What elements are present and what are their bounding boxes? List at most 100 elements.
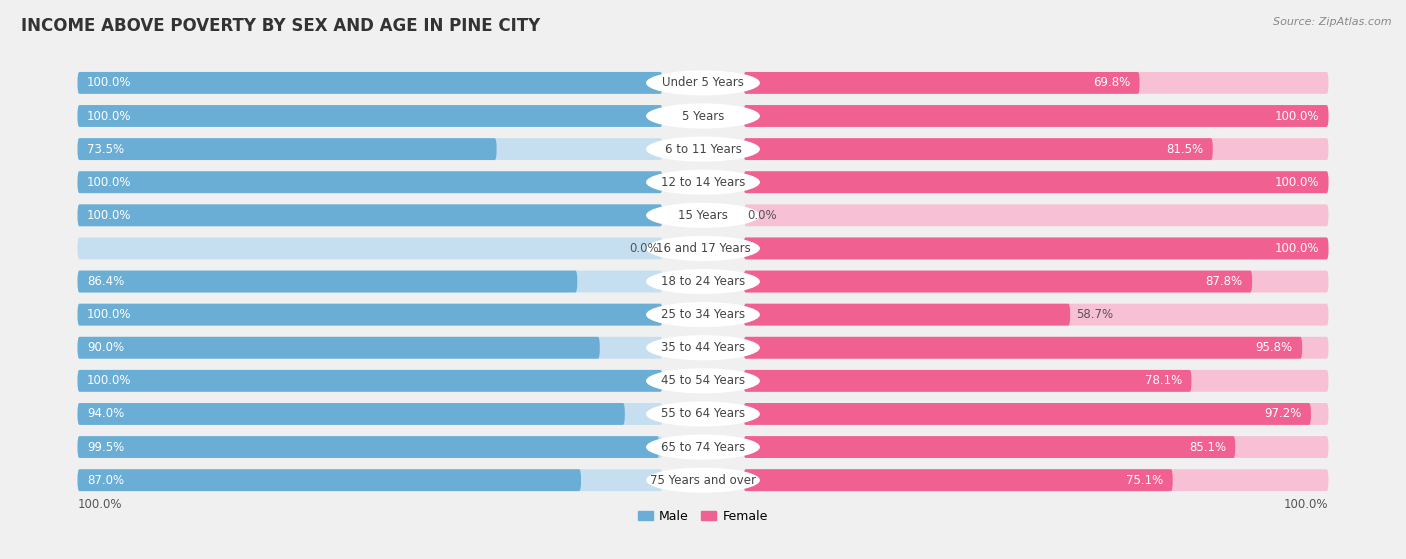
FancyBboxPatch shape [77,238,662,259]
Text: 73.5%: 73.5% [87,143,124,155]
Text: 78.1%: 78.1% [1144,375,1182,387]
Text: 87.0%: 87.0% [87,473,124,487]
Text: 100.0%: 100.0% [87,375,131,387]
Text: 100.0%: 100.0% [87,176,131,189]
FancyBboxPatch shape [77,469,662,491]
Text: 86.4%: 86.4% [87,275,124,288]
Ellipse shape [647,434,759,459]
Text: 0.0%: 0.0% [747,209,776,222]
Text: Source: ZipAtlas.com: Source: ZipAtlas.com [1274,17,1392,27]
Text: 25 to 34 Years: 25 to 34 Years [661,308,745,321]
FancyBboxPatch shape [744,304,1329,325]
Ellipse shape [647,368,759,394]
FancyBboxPatch shape [77,337,662,359]
FancyBboxPatch shape [744,271,1329,292]
Text: 100.0%: 100.0% [87,110,131,122]
FancyBboxPatch shape [744,271,1253,292]
FancyBboxPatch shape [77,436,659,458]
Text: 97.2%: 97.2% [1264,408,1302,420]
FancyBboxPatch shape [744,403,1310,425]
FancyBboxPatch shape [744,72,1140,94]
Text: 85.1%: 85.1% [1188,440,1226,453]
FancyBboxPatch shape [77,171,662,193]
Text: 16 and 17 Years: 16 and 17 Years [655,242,751,255]
Ellipse shape [647,468,759,492]
Text: 75.1%: 75.1% [1126,473,1163,487]
FancyBboxPatch shape [744,205,1329,226]
FancyBboxPatch shape [744,238,1329,259]
Ellipse shape [647,203,759,228]
Text: 87.8%: 87.8% [1205,275,1243,288]
FancyBboxPatch shape [744,469,1173,491]
FancyBboxPatch shape [744,436,1236,458]
Text: 45 to 54 Years: 45 to 54 Years [661,375,745,387]
Text: 94.0%: 94.0% [87,408,124,420]
FancyBboxPatch shape [77,72,662,94]
Text: 100.0%: 100.0% [1284,499,1329,511]
FancyBboxPatch shape [77,436,662,458]
FancyBboxPatch shape [77,171,662,193]
Text: 12 to 14 Years: 12 to 14 Years [661,176,745,189]
Text: 90.0%: 90.0% [87,341,124,354]
FancyBboxPatch shape [77,105,662,127]
FancyBboxPatch shape [77,403,624,425]
FancyBboxPatch shape [77,337,600,359]
FancyBboxPatch shape [744,403,1329,425]
Text: 35 to 44 Years: 35 to 44 Years [661,341,745,354]
FancyBboxPatch shape [77,138,662,160]
Text: 15 Years: 15 Years [678,209,728,222]
Text: 5 Years: 5 Years [682,110,724,122]
Text: 100.0%: 100.0% [1275,242,1319,255]
Text: 95.8%: 95.8% [1256,341,1292,354]
FancyBboxPatch shape [744,105,1329,127]
FancyBboxPatch shape [744,304,1070,325]
Text: 58.7%: 58.7% [1077,308,1114,321]
FancyBboxPatch shape [77,370,662,392]
FancyBboxPatch shape [744,370,1329,392]
Text: 18 to 24 Years: 18 to 24 Years [661,275,745,288]
Text: 100.0%: 100.0% [1275,110,1319,122]
FancyBboxPatch shape [77,304,662,325]
Text: Under 5 Years: Under 5 Years [662,77,744,89]
FancyBboxPatch shape [744,138,1213,160]
Text: 81.5%: 81.5% [1166,143,1204,155]
FancyBboxPatch shape [77,72,662,94]
Text: 100.0%: 100.0% [1275,176,1319,189]
Text: 65 to 74 Years: 65 to 74 Years [661,440,745,453]
FancyBboxPatch shape [77,304,662,325]
Ellipse shape [647,302,759,327]
FancyBboxPatch shape [744,105,1329,127]
FancyBboxPatch shape [744,436,1329,458]
Text: 6 to 11 Years: 6 to 11 Years [665,143,741,155]
Ellipse shape [647,269,759,294]
Ellipse shape [647,169,759,195]
FancyBboxPatch shape [77,205,662,226]
Text: 99.5%: 99.5% [87,440,124,453]
Ellipse shape [647,236,759,261]
FancyBboxPatch shape [744,72,1329,94]
Text: 75 Years and over: 75 Years and over [650,473,756,487]
FancyBboxPatch shape [744,337,1329,359]
Text: INCOME ABOVE POVERTY BY SEX AND AGE IN PINE CITY: INCOME ABOVE POVERTY BY SEX AND AGE IN P… [21,17,540,35]
Ellipse shape [647,136,759,162]
Text: 69.8%: 69.8% [1092,77,1130,89]
Text: 100.0%: 100.0% [87,77,131,89]
Text: 100.0%: 100.0% [77,499,122,511]
FancyBboxPatch shape [77,469,581,491]
Legend: Male, Female: Male, Female [633,505,773,528]
Ellipse shape [647,401,759,427]
Text: 55 to 64 Years: 55 to 64 Years [661,408,745,420]
FancyBboxPatch shape [77,271,578,292]
FancyBboxPatch shape [77,370,662,392]
FancyBboxPatch shape [744,171,1329,193]
FancyBboxPatch shape [77,403,662,425]
Ellipse shape [647,103,759,129]
FancyBboxPatch shape [77,271,662,292]
Text: 0.0%: 0.0% [630,242,659,255]
Ellipse shape [647,335,759,361]
FancyBboxPatch shape [77,205,662,226]
Ellipse shape [647,70,759,96]
FancyBboxPatch shape [744,337,1302,359]
FancyBboxPatch shape [77,105,662,127]
FancyBboxPatch shape [744,238,1329,259]
